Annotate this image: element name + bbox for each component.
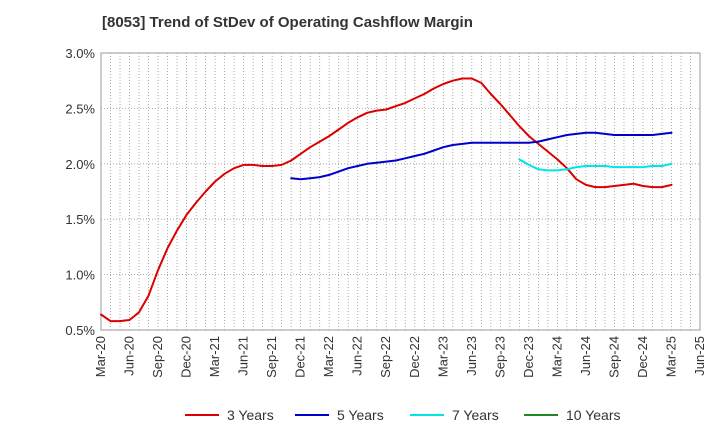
x-tick-label: Dec-24 <box>635 336 650 378</box>
y-tick-label: 2.0% <box>65 157 95 172</box>
x-tick-label: Jun-23 <box>464 336 479 376</box>
x-tick-label: Jun-25 <box>692 336 707 376</box>
legend-label-7-years: 7 Years <box>452 407 499 423</box>
legend-item-10-years: 10 Years <box>524 404 621 426</box>
x-tick-label: Sep-21 <box>264 336 279 378</box>
x-tick-label: Jun-20 <box>122 336 137 376</box>
x-tick-label: Sep-22 <box>378 336 393 378</box>
legend-swatch-5-years <box>295 414 329 416</box>
legend-label-3-years: 3 Years <box>227 407 274 423</box>
x-tick-label: Mar-23 <box>435 336 450 377</box>
x-tick-label: Mar-21 <box>207 336 222 377</box>
y-tick-label: 0.5% <box>65 323 95 338</box>
x-tick-label: Sep-23 <box>492 336 507 378</box>
series-line-3-years <box>100 77 673 323</box>
grid-layer <box>100 52 701 331</box>
x-tick-label: Mar-24 <box>549 336 564 377</box>
legend-item-3-years: 3 Years <box>185 404 274 426</box>
x-tick-label: Dec-23 <box>521 336 536 378</box>
y-tick-label: 2.5% <box>65 101 95 116</box>
x-tick-label: Jun-21 <box>236 336 251 376</box>
legend-swatch-3-years <box>185 414 219 416</box>
legend-swatch-10-years <box>524 414 558 416</box>
axis-layer: 0.5% 1.0% 1.5% 2.0% 2.5% 3.0% Mar-20 Jun-20 Sep-… <box>65 46 707 378</box>
x-tick-label: Jun-24 <box>578 336 593 376</box>
legend-item-7-years: 7 Years <box>410 404 499 426</box>
legend-label-5-years: 5 Years <box>337 407 384 423</box>
legend-item-5-years: 5 Years <box>295 404 384 426</box>
legend-swatch-7-years <box>410 414 444 416</box>
series-line-5-years <box>290 131 673 181</box>
x-tick-label: Mar-20 <box>93 336 108 377</box>
y-tick-label: 1.0% <box>65 268 95 283</box>
legend-label-10-years: 10 Years <box>566 407 621 423</box>
y-tick-label: 1.5% <box>65 212 95 227</box>
x-tick-label: Sep-24 <box>606 336 621 378</box>
plot-area <box>100 52 701 331</box>
chart-title: [8053] Trend of StDev of Operating Cashf… <box>102 14 473 31</box>
x-tick-label: Dec-20 <box>179 336 194 378</box>
series-line-7-years <box>518 158 673 172</box>
x-tick-label: Sep-20 <box>150 336 165 378</box>
y-tick-label: 3.0% <box>65 46 95 61</box>
x-tick-label: Dec-22 <box>407 336 422 378</box>
x-tick-label: Jun-22 <box>350 336 365 376</box>
series-layer <box>100 77 673 323</box>
legend: 3 Years 5 Years 7 Years 10 Years <box>0 404 720 426</box>
x-tick-label: Mar-25 <box>663 336 678 377</box>
x-tick-label: Dec-21 <box>293 336 308 378</box>
x-tick-label: Mar-22 <box>321 336 336 377</box>
